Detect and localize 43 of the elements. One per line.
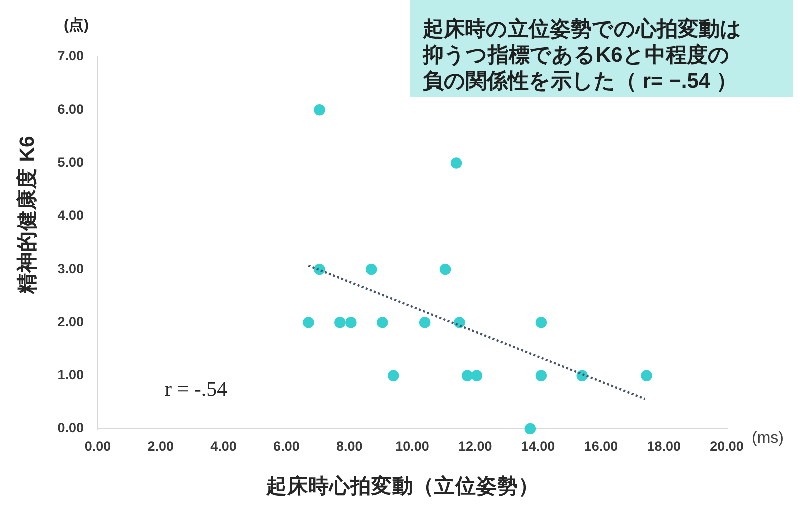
point bbox=[440, 264, 452, 276]
x-tick-label: 8.00 bbox=[336, 438, 363, 454]
point bbox=[346, 317, 357, 328]
point bbox=[334, 317, 346, 328]
y-tick-label: 5.00 bbox=[58, 155, 84, 170]
text: (ms) bbox=[752, 430, 784, 448]
text: (点) bbox=[64, 16, 89, 35]
point bbox=[388, 370, 400, 382]
x-tick-label: 4.00 bbox=[210, 438, 237, 454]
point bbox=[462, 370, 474, 382]
point bbox=[471, 370, 483, 382]
y-axis-title: 精神的健康度 K6 bbox=[14, 136, 40, 294]
point bbox=[454, 317, 466, 328]
x-tick-label: 6.00 bbox=[274, 438, 300, 454]
point bbox=[419, 317, 431, 328]
x-tick-label: 0.00 bbox=[84, 438, 112, 454]
x-tick-label: 16.00 bbox=[584, 438, 618, 454]
y-tick-label: 2.00 bbox=[58, 314, 84, 330]
point bbox=[314, 264, 326, 276]
y-tick-label: 6.00 bbox=[58, 102, 84, 117]
x-axis-title: 起床時心拍変動（立位姿勢） bbox=[266, 474, 540, 500]
point bbox=[536, 317, 548, 328]
y-tick-label: 0.00 bbox=[58, 420, 84, 436]
point bbox=[536, 370, 548, 382]
point bbox=[366, 264, 378, 276]
point bbox=[314, 104, 326, 116]
x-tick-label: 14.00 bbox=[521, 438, 556, 454]
point bbox=[377, 317, 388, 328]
y-tick-label: 1.00 bbox=[58, 368, 84, 383]
x-tick-label: 18.00 bbox=[647, 438, 681, 454]
y-tick-label: 3.00 bbox=[58, 261, 84, 276]
x-tick-label: 20.00 bbox=[710, 438, 744, 454]
point bbox=[641, 370, 652, 382]
point bbox=[524, 423, 536, 435]
y-tick-label: 7.00 bbox=[58, 48, 84, 64]
x-tick-label: 2.00 bbox=[148, 438, 174, 454]
annotation: r = -.54 bbox=[165, 377, 228, 402]
x-tick-label: 10.00 bbox=[396, 438, 430, 454]
point bbox=[303, 317, 314, 328]
y-tick-label: 4.00 bbox=[58, 208, 84, 224]
x-tick-label: 12.00 bbox=[458, 438, 492, 454]
chart-title: 起床時の立位姿勢での心拍変動は抑うつ指標であるK6と中程度の負の関係性を示した（ r= −.54 ） bbox=[423, 17, 743, 95]
point bbox=[450, 158, 462, 169]
